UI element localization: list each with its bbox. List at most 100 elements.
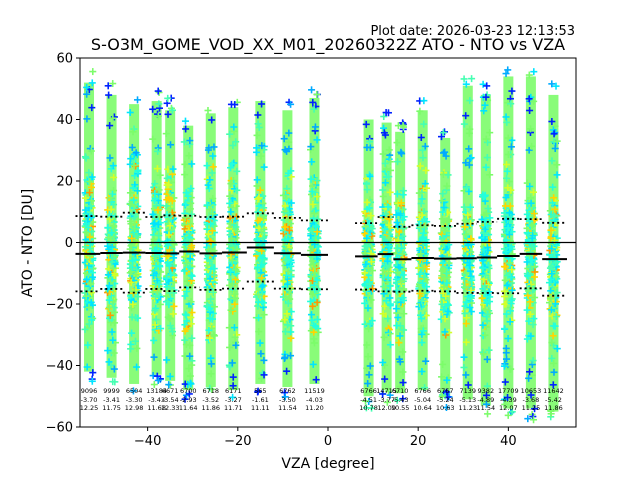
scatter-point [460, 120, 468, 128]
scatter-point [166, 315, 174, 323]
scatter-point [230, 294, 238, 302]
scatter-point [282, 256, 290, 264]
scatter-point [547, 306, 555, 314]
scatter-bin-10 [306, 86, 322, 384]
scatter-point [379, 233, 387, 241]
scatter-point [109, 378, 117, 386]
scatter-point [157, 325, 165, 333]
scatter-point [551, 144, 559, 152]
scatter-point [254, 111, 262, 119]
scatter-point [527, 391, 535, 399]
scatter-point [134, 166, 142, 174]
scatter-point [528, 234, 536, 242]
bin-mean-label: -3.30 [126, 396, 143, 404]
scatter-point [419, 146, 427, 154]
scatter-point [420, 97, 428, 105]
scatter-point [443, 210, 451, 218]
scatter-point [467, 286, 475, 294]
scatter-point [369, 267, 377, 275]
scatter-point [379, 390, 387, 398]
scatter-point [154, 87, 162, 95]
scatter-point [467, 154, 475, 162]
bin-count-label: 11519 [304, 387, 325, 395]
scatter-point [530, 273, 538, 281]
scatter-point [484, 410, 492, 418]
scatter-point [386, 282, 394, 290]
scatter-point [154, 206, 162, 214]
scatter-point [483, 82, 491, 90]
scatter-point [169, 310, 177, 318]
scatter-point [185, 152, 193, 160]
scatter-point [309, 360, 317, 368]
scatter-point [281, 146, 289, 154]
scatter-point [363, 180, 371, 188]
scatter-point [154, 221, 162, 229]
scatter-point [383, 263, 391, 271]
scatter-point [231, 300, 239, 308]
scatter-point [226, 343, 234, 351]
scatter-point [384, 203, 392, 211]
scatter-point [364, 264, 372, 272]
scatter-point [258, 274, 266, 282]
scatter-point [258, 375, 266, 383]
scatter-point [231, 101, 239, 109]
scatter-point [442, 246, 450, 254]
scatter-point [480, 229, 488, 237]
scatter-point [110, 113, 118, 121]
scatter-point [311, 269, 319, 277]
scatter-point [110, 173, 118, 181]
scatter-point [361, 299, 369, 307]
scatter-point [441, 148, 449, 156]
scatter-point [396, 383, 404, 391]
scatter-point [523, 306, 531, 314]
scatter-point [503, 167, 511, 175]
scatter-point [381, 375, 389, 383]
scatter-point [260, 356, 268, 364]
scatter-bin-16 [460, 75, 476, 400]
scatter-point [287, 352, 295, 360]
scatter-point [307, 175, 315, 183]
scatter-point [86, 189, 94, 197]
scatter-point [553, 137, 561, 145]
scatter-point [254, 223, 262, 231]
bin-std-label: 11.75 [102, 404, 121, 412]
bin-mean-label: -3.27 [225, 396, 242, 404]
scatter-point [152, 262, 160, 270]
bin-std-label: 11.68 [147, 404, 166, 412]
scatter-point [156, 263, 164, 271]
scatter-point [166, 284, 174, 292]
scatter-point [399, 395, 407, 403]
scatter-point [284, 321, 292, 329]
scatter-point [385, 234, 393, 242]
scatter-point [551, 205, 559, 213]
scatter-point [130, 288, 138, 296]
scatter-point [385, 243, 393, 251]
scatter-point [460, 353, 468, 361]
scatter-point [416, 162, 424, 170]
scatter-point [88, 316, 96, 324]
scatter-point [253, 176, 261, 184]
scatter-point [385, 173, 393, 181]
scatter-point [419, 234, 427, 242]
scatter-point [443, 253, 451, 261]
scatter-point [210, 303, 218, 311]
scatter-point [287, 334, 295, 342]
bin-count-label: 9999 [103, 387, 120, 395]
scatter-point [82, 206, 90, 214]
scatter-point [82, 228, 90, 236]
scatter-point [281, 316, 289, 324]
scatter-point [187, 380, 195, 388]
scatter-point [307, 297, 315, 305]
bin-count-label: 9382 [478, 387, 495, 395]
scatter-point [500, 212, 508, 220]
scatter-point [111, 319, 119, 327]
scatter-point [443, 279, 451, 287]
x-tick-label: 0 [324, 434, 332, 449]
scatter-point [110, 271, 118, 279]
scatter-point [313, 276, 321, 284]
y-tick-label: 40 [56, 113, 73, 128]
bin-mean-label: -5.13 [459, 396, 476, 404]
scatter-point [231, 333, 239, 341]
scatter-point [461, 310, 469, 318]
scatter-point [155, 266, 163, 274]
